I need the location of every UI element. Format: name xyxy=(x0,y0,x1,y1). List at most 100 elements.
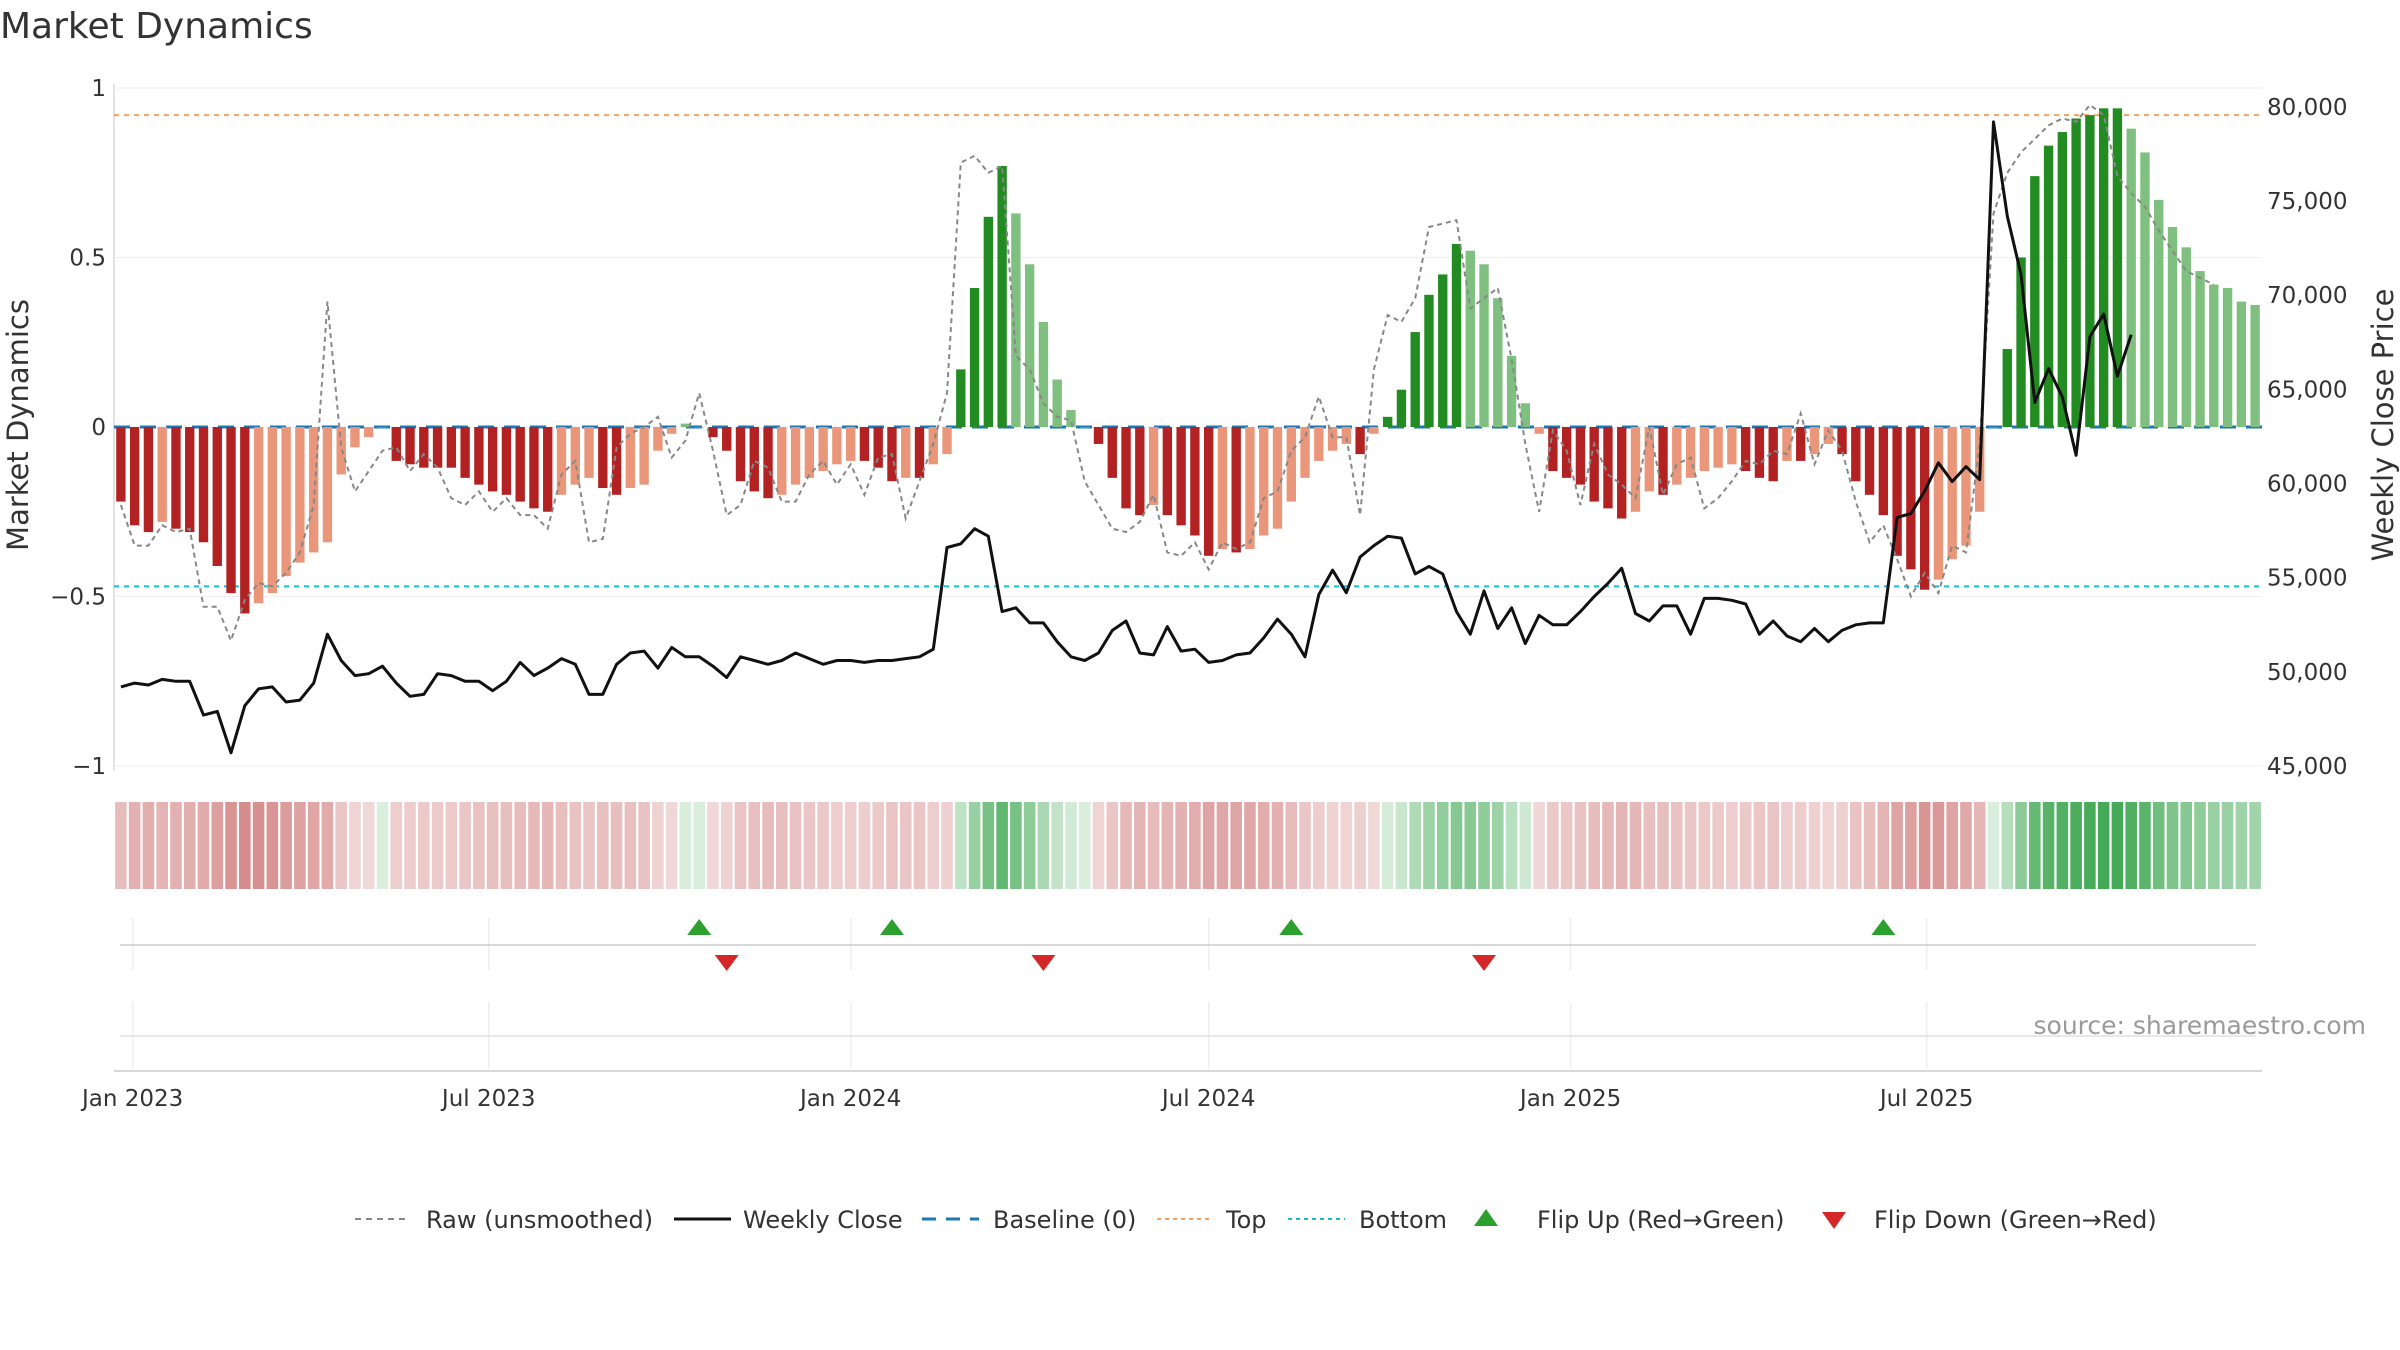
bar xyxy=(2250,304,2260,427)
bar xyxy=(281,427,291,577)
heat-cell xyxy=(390,802,403,889)
heat-cell xyxy=(1078,802,1091,889)
bar xyxy=(1438,274,1448,427)
y-tick-right: 75,000 xyxy=(2267,189,2347,215)
bar xyxy=(432,427,443,468)
bar xyxy=(2236,301,2247,427)
flip-down-marker xyxy=(1031,955,1056,971)
bar xyxy=(1768,427,1778,482)
source-note: source: sharemaestro.com xyxy=(2034,1011,2367,1040)
heat-cell xyxy=(266,802,279,889)
bar xyxy=(1217,427,1228,550)
bar xyxy=(1176,427,1186,526)
bar xyxy=(1589,427,1599,502)
heat-cell xyxy=(955,802,967,889)
bar xyxy=(2057,132,2068,427)
bar xyxy=(185,427,195,533)
bar xyxy=(129,427,140,526)
bar xyxy=(777,427,787,495)
bar xyxy=(1093,427,1104,444)
heat-cell xyxy=(1092,802,1105,889)
heat-cell xyxy=(2180,802,2193,889)
bar xyxy=(818,427,828,472)
heat-cell xyxy=(2001,802,2014,889)
heat-cell xyxy=(486,802,499,889)
heat-cell xyxy=(2097,802,2110,889)
bar xyxy=(1424,294,1434,427)
bar xyxy=(873,427,883,468)
bar xyxy=(556,427,567,495)
heat-cell xyxy=(665,802,678,889)
bar xyxy=(157,427,167,522)
heat-cell xyxy=(886,802,898,889)
reference-lines xyxy=(114,114,2262,588)
bar xyxy=(1080,427,1090,428)
bar xyxy=(2030,176,2040,427)
bar xyxy=(1658,427,1668,495)
flip-down-marker xyxy=(714,955,739,971)
x-axis-ticks: Jan 2023 Jul 2023 Jan 2024 Jul 2024 Jan 2025… xyxy=(80,1086,1973,1112)
bar xyxy=(763,427,773,499)
bar xyxy=(1451,243,1462,427)
heat-cell xyxy=(1464,802,1477,889)
heat-cell xyxy=(1973,802,1986,889)
heat-cell xyxy=(128,802,141,889)
heat-cell xyxy=(1684,802,1697,889)
heat-cell xyxy=(362,802,375,889)
bar xyxy=(419,427,429,468)
heat-cell xyxy=(2111,802,2124,889)
bar xyxy=(956,369,966,427)
bar xyxy=(845,427,856,461)
bar xyxy=(2181,247,2191,427)
bar xyxy=(1713,427,1723,468)
heat-cell xyxy=(197,802,210,889)
heat-cell xyxy=(142,802,155,889)
heat-cell xyxy=(1023,802,1036,889)
bar xyxy=(198,427,209,543)
heat-cell xyxy=(1120,802,1132,889)
bar xyxy=(1465,250,1475,427)
bar xyxy=(708,427,718,438)
x-tick-label: Jan 2023 xyxy=(80,1086,183,1112)
heat-cell xyxy=(2042,802,2055,889)
bar xyxy=(226,427,236,594)
heat-cell xyxy=(1505,802,1518,889)
heat-cell xyxy=(555,802,568,889)
bar xyxy=(1892,427,1902,556)
heat-cell xyxy=(307,802,320,889)
heat-cell xyxy=(707,802,719,889)
x-tick-label: Jul 2024 xyxy=(1160,1086,1256,1112)
x-tick-label: Jan 2024 xyxy=(798,1086,901,1112)
bar xyxy=(639,427,649,485)
bar xyxy=(1603,427,1613,509)
bar xyxy=(694,427,704,428)
bar xyxy=(322,427,333,543)
heat-cell xyxy=(693,802,705,889)
flip-down-marker xyxy=(1472,955,1497,971)
bar xyxy=(1782,427,1792,461)
bar xyxy=(1052,379,1062,427)
y-tick-right: 55,000 xyxy=(2267,566,2347,592)
heat-cell xyxy=(1767,802,1779,889)
bar xyxy=(735,427,746,482)
heat-strip xyxy=(115,802,2261,889)
heat-cell xyxy=(1271,802,1284,889)
bar xyxy=(1369,427,1379,434)
heat-cell xyxy=(294,802,306,889)
raw-line-group xyxy=(119,103,2215,644)
heat-cell xyxy=(899,802,912,889)
right-axis-ticks: 80,000 75,000 70,000 65,000 60,000 55,000 50,0… xyxy=(2267,95,2347,780)
heat-cell xyxy=(1547,802,1559,889)
legend-flip-up-label: Flip Up (Red→Green) xyxy=(1537,1206,1785,1234)
bar xyxy=(2016,257,2026,427)
bar xyxy=(1135,427,1145,516)
bar xyxy=(336,427,346,475)
bar xyxy=(474,427,484,485)
heat-cell xyxy=(817,802,829,889)
bar xyxy=(1245,427,1255,550)
heat-cell xyxy=(1313,802,1325,889)
main-grid xyxy=(113,84,2262,770)
heat-cell xyxy=(1051,802,1063,889)
heat-cell xyxy=(1891,802,1903,889)
